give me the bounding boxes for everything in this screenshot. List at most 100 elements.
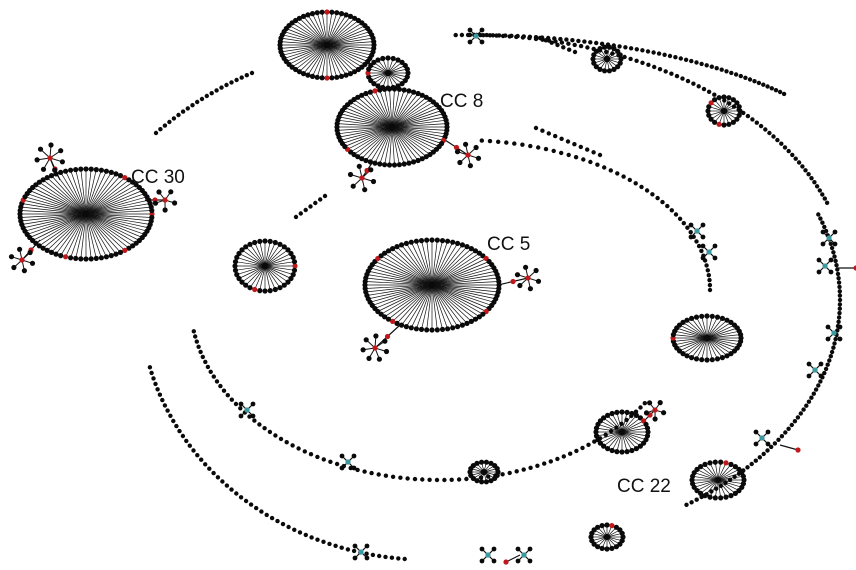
singleton-node — [822, 370, 827, 376]
cluster-leaf-node — [236, 250, 242, 257]
cluster-spoke-edge — [245, 265, 266, 286]
singleton-node — [211, 470, 216, 476]
cluster-leaf-node — [277, 241, 283, 247]
cluster-spoke-edge — [236, 265, 266, 275]
cluster-spoke-edge — [326, 44, 368, 62]
cluster-spoke-edge — [307, 14, 328, 46]
singleton-node — [615, 171, 620, 176]
singleton-node — [818, 216, 823, 221]
cluster-leaf-node — [411, 159, 417, 165]
cluster-leaf-node — [371, 81, 377, 87]
cluster-leaf-node — [474, 460, 480, 466]
cluster-spoke-edge — [85, 213, 117, 255]
cluster-spoke-edge — [46, 213, 87, 251]
singleton-node — [402, 556, 407, 562]
cluster-spoke-edge — [288, 44, 328, 65]
singleton-node — [176, 112, 181, 118]
cluster-spoke-edge — [706, 316, 718, 339]
singleton-node — [816, 383, 821, 388]
singleton-node — [771, 134, 776, 139]
cluster-spoke-edge — [603, 417, 623, 433]
cluster-leaf-node — [58, 169, 64, 175]
singleton-node — [218, 383, 223, 389]
singleton-node — [180, 109, 186, 114]
singleton-node — [155, 387, 160, 392]
satellite-leaf-node — [360, 347, 366, 353]
cross-leaf-node — [828, 257, 834, 263]
singleton-node — [765, 448, 770, 453]
cluster-spoke-edge — [717, 479, 742, 488]
singleton-node — [832, 254, 837, 259]
cluster-spoke-edge — [326, 44, 347, 76]
label-cc8: CC 8 — [440, 91, 483, 112]
cluster-red-node — [292, 263, 298, 269]
cluster-spoke-edge — [701, 337, 708, 360]
cluster-leaf-node — [590, 56, 596, 62]
nodes-layer — [8, 9, 856, 565]
cluster-spoke-edge — [60, 213, 87, 256]
cluster-spoke-edge — [286, 28, 328, 46]
cluster-spoke-edge — [42, 179, 87, 215]
singleton-node — [464, 476, 469, 482]
singleton-node — [597, 152, 603, 158]
cluster-leaf-node — [712, 495, 718, 501]
cluster-spoke-edge — [694, 472, 719, 481]
cluster-leaf-node — [637, 443, 644, 449]
cluster-leaf-node — [633, 412, 640, 418]
cluster-spoke-edge — [23, 199, 87, 215]
cluster-leaf-node — [476, 314, 482, 320]
cluster-spoke-edge — [706, 337, 735, 352]
cluster-spoke-edge — [621, 431, 641, 447]
cluster-leaf-node — [694, 466, 700, 472]
singleton-node — [822, 224, 827, 230]
singleton-node — [585, 147, 590, 152]
singleton-node — [249, 70, 255, 76]
cluster-spoke-edge — [299, 18, 328, 46]
cluster-spoke-edge — [85, 190, 143, 215]
singleton-node — [582, 39, 587, 44]
cluster-leaf-node — [399, 242, 405, 248]
singleton-node — [786, 426, 791, 431]
cluster-leaf-node — [609, 447, 615, 454]
cluster-leaf-node — [413, 326, 419, 332]
singleton-node — [551, 148, 556, 154]
singleton-node — [243, 498, 249, 504]
satellite-leaf-node — [37, 146, 44, 152]
cluster-leaf-node — [73, 255, 79, 261]
cluster-center-node — [703, 334, 711, 342]
cluster-leaf-node — [699, 357, 705, 363]
cluster-spoke-edge — [241, 249, 266, 267]
cluster-spoke-edge — [691, 337, 708, 358]
singleton-node — [553, 133, 558, 139]
cluster-spoke-edge — [686, 337, 708, 357]
cluster-spoke-edge — [673, 337, 708, 342]
cluster-spoke-edge — [326, 18, 355, 46]
cluster-leaf-node — [680, 319, 686, 325]
cluster-spoke-edge — [679, 337, 708, 352]
cluster-spoke-edge — [706, 334, 741, 339]
singleton-node — [559, 150, 564, 156]
cluster-leaf-node — [149, 207, 155, 214]
cluster-spoke-edge — [676, 337, 708, 349]
cluster-spoke-edge — [85, 177, 126, 215]
cluster-spoke-edge — [39, 181, 87, 215]
cross-leaf-node — [816, 257, 822, 263]
cross-leaf-node — [700, 255, 706, 261]
cluster-spoke-edge — [706, 327, 738, 339]
singleton-node — [151, 376, 156, 381]
cluster-leaf-node — [305, 72, 311, 78]
singleton-node — [614, 425, 619, 430]
cluster-leaf-node — [624, 409, 630, 415]
cluster-spoke-edge — [391, 123, 447, 128]
singleton-node — [533, 125, 539, 131]
cluster-leaf-node — [716, 95, 722, 101]
cluster-leaf-node — [290, 272, 296, 278]
cluster-spoke-edge — [65, 213, 87, 257]
singleton-node — [167, 119, 172, 125]
singleton-node — [619, 421, 624, 426]
singleton-node — [396, 556, 401, 561]
singleton-node — [369, 470, 374, 476]
cluster-leaf-node — [724, 317, 730, 323]
cluster-leaf-node — [372, 160, 378, 166]
singleton-node — [449, 477, 454, 482]
